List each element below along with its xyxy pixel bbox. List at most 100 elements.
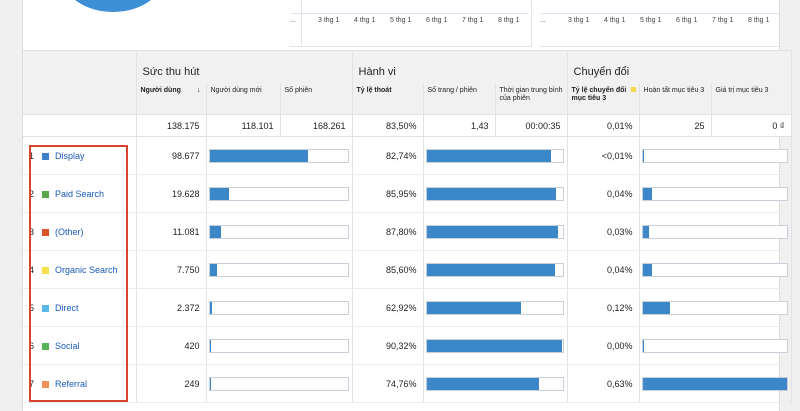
bounce-rate-cell bbox=[423, 326, 568, 365]
col-label: Tỷ lệ chuyển đổi mục tiêu 3 bbox=[571, 86, 627, 102]
channel-link[interactable]: Display bbox=[55, 150, 85, 161]
users-share-cell bbox=[206, 174, 353, 213]
table-row: 4 Organic Search 7.750 85,60% 0,04% bbox=[23, 250, 792, 289]
channel-link[interactable]: Direct bbox=[55, 302, 79, 313]
total-avg-duration: 00:00:35 bbox=[495, 114, 568, 137]
users-share-bar bbox=[208, 262, 349, 277]
col-pages-per-session[interactable]: Số trang / phiên bbox=[423, 82, 496, 115]
channel-cell: 2 Paid Search bbox=[23, 174, 137, 213]
users-share-fill bbox=[209, 187, 230, 200]
users-share-bar bbox=[208, 300, 349, 315]
col-sessions[interactable]: Số phiên bbox=[280, 82, 353, 115]
channel-cell: 5 Direct bbox=[23, 288, 137, 327]
divider bbox=[301, 0, 302, 47]
bounce-rate-fill bbox=[426, 377, 539, 390]
bounce-rate-fill bbox=[426, 187, 556, 200]
rank-number: 4 bbox=[29, 264, 35, 275]
total-conv-rate: 0,01% bbox=[567, 114, 640, 137]
conv-rate-cell bbox=[639, 212, 792, 251]
tick-label: 3 thg 1 bbox=[568, 17, 590, 24]
rank-number: 7 bbox=[29, 378, 35, 389]
tick-label: 7 thg 1 bbox=[462, 17, 484, 24]
bounce-rate-fill bbox=[426, 149, 551, 162]
col-label: Thời gian trung bình của phiên bbox=[499, 86, 563, 102]
users-share-fill bbox=[209, 225, 221, 238]
bounce-rate-value: 90,32% bbox=[352, 326, 424, 365]
conv-rate-fill bbox=[642, 187, 652, 200]
channel-cell: 6 Social bbox=[23, 326, 137, 365]
conv-rate-value: 0,63% bbox=[567, 364, 640, 403]
table-row: 5 Direct 2.372 62,92% 0,12% bbox=[23, 288, 792, 327]
tick-label: 6 thg 1 bbox=[676, 17, 698, 24]
users-value: 2.372 bbox=[136, 288, 207, 327]
bounce-rate-bar bbox=[425, 148, 564, 163]
bounce-rate-cell bbox=[423, 288, 568, 327]
conv-rate-bar bbox=[641, 300, 788, 315]
users-share-cell bbox=[206, 250, 353, 289]
col-label: Người dùng mới bbox=[210, 86, 262, 94]
group-conversions: Chuyển đổi bbox=[567, 50, 792, 83]
sparkline-panel-2: ... 3 thg 1 4 thg 1 5 thg 1 6 thg 1 7 th… bbox=[539, 0, 781, 47]
col-users[interactable]: ↓ Người dùng bbox=[136, 82, 207, 115]
table-row: 3 (Other) 11.081 87,80% 0,03% bbox=[23, 212, 792, 251]
users-share-cell bbox=[206, 212, 353, 251]
total-sessions: 168.261 bbox=[280, 114, 353, 137]
rank-number: 3 bbox=[29, 226, 35, 237]
users-share-bar bbox=[208, 224, 349, 239]
conv-rate-fill bbox=[642, 225, 650, 238]
col-completions[interactable]: Hoàn tất mục tiêu 3 bbox=[639, 82, 712, 115]
conv-rate-cell bbox=[639, 326, 792, 365]
column-header-row: ↓ Người dùng Người dùng mới Số phiên Tỷ l… bbox=[23, 82, 792, 115]
col-bounce-rate[interactable]: Tỷ lệ thoát bbox=[352, 82, 424, 115]
conv-rate-bar bbox=[641, 376, 788, 391]
table-row: 6 Social 420 90,32% 0,00% bbox=[23, 326, 792, 365]
bounce-rate-value: 87,80% bbox=[352, 212, 424, 251]
table-row: 2 Paid Search 19.628 85,95% 0,04% bbox=[23, 174, 792, 213]
channel-highlight-box bbox=[29, 145, 128, 402]
tick-label: 8 thg 1 bbox=[498, 17, 520, 24]
users-share-cell bbox=[206, 326, 353, 365]
channel-link[interactable]: Paid Search bbox=[55, 188, 105, 199]
channel-color-swatch bbox=[41, 152, 49, 160]
tick-label: ... bbox=[540, 17, 546, 24]
users-value: 11.081 bbox=[136, 212, 207, 251]
sparkline-panel-1: ... 3 thg 1 4 thg 1 5 thg 1 6 thg 1 7 th… bbox=[289, 0, 531, 47]
table-row: 1 Display 98.677 82,74% <0,01% bbox=[23, 136, 792, 175]
channel-link[interactable]: Social bbox=[55, 340, 80, 351]
col-new-users[interactable]: Người dùng mới bbox=[206, 82, 281, 115]
conv-rate-fill bbox=[642, 301, 670, 314]
channel-cell: 4 Organic Search bbox=[23, 250, 137, 289]
bounce-rate-bar bbox=[425, 300, 564, 315]
bounce-rate-value: 74,76% bbox=[352, 364, 424, 403]
channel-color-swatch bbox=[41, 266, 49, 274]
conv-rate-fill bbox=[642, 377, 787, 390]
conv-rate-fill bbox=[642, 149, 645, 162]
conv-rate-value: 0,03% bbox=[567, 212, 640, 251]
bounce-rate-value: 85,95% bbox=[352, 174, 424, 213]
bounce-rate-cell bbox=[423, 174, 568, 213]
users-share-fill bbox=[209, 263, 218, 276]
bounce-rate-bar bbox=[425, 338, 564, 353]
col-avg-duration[interactable]: Thời gian trung bình của phiên bbox=[495, 82, 568, 115]
channel-link[interactable]: Organic Search bbox=[55, 264, 118, 275]
channel-cell: 3 (Other) bbox=[23, 212, 137, 251]
conv-rate-cell bbox=[639, 174, 792, 213]
col-conv-rate[interactable]: Tỷ lệ chuyển đổi mục tiêu 3 bbox=[567, 82, 640, 115]
table-body: 1 Display 98.677 82,74% <0,01% 2 Paid Se… bbox=[23, 136, 792, 403]
channel-link[interactable]: (Other) bbox=[55, 226, 84, 237]
channel-link[interactable]: Referral bbox=[55, 378, 88, 389]
sort-desc-icon[interactable]: ↓ bbox=[197, 86, 201, 94]
totals-row: 138.175 118.101 168.261 83,50% 1,43 00:0… bbox=[23, 114, 792, 137]
users-share-bar bbox=[208, 376, 349, 391]
bounce-rate-bar bbox=[425, 262, 564, 277]
col-label: Số phiên bbox=[284, 86, 313, 94]
tick-label: 4 thg 1 bbox=[604, 17, 626, 24]
col-goal-value[interactable]: Giá trị mục tiêu 3 bbox=[711, 82, 792, 115]
group-acquisition: Sức thu hút bbox=[136, 50, 353, 83]
bounce-rate-cell bbox=[423, 250, 568, 289]
table-row: 7 Referral 249 74,76% 0,63% bbox=[23, 364, 792, 403]
users-value: 7.750 bbox=[136, 250, 207, 289]
total-goal-value: 0 ₫ bbox=[711, 114, 792, 137]
sparkline-axis bbox=[541, 13, 779, 14]
tick-label: 7 thg 1 bbox=[712, 17, 734, 24]
